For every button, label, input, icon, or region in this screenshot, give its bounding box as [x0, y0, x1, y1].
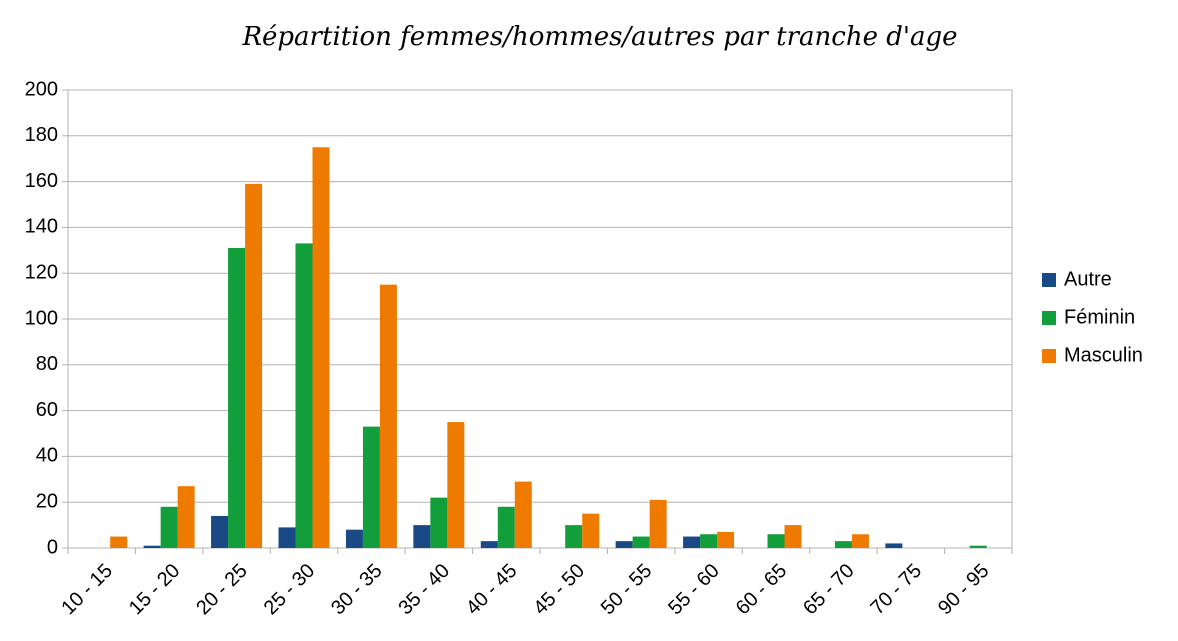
x-tick-label: 30 - 35: [327, 560, 387, 620]
bar: [480, 541, 498, 548]
bar: [767, 534, 785, 548]
x-tick-label: 20 - 25: [192, 560, 252, 620]
x-tick-label: 65 - 70: [799, 560, 859, 620]
y-tick-label: 100: [25, 307, 58, 329]
x-tick-label: 60 - 65: [732, 560, 792, 620]
bar: [649, 499, 667, 548]
y-tick-label: 160: [25, 170, 58, 192]
bar: [362, 426, 380, 548]
bar: [245, 183, 263, 548]
bar: [514, 481, 532, 548]
legend-swatch: [1042, 349, 1056, 363]
y-tick-label: 120: [25, 261, 58, 283]
bar: [497, 506, 515, 548]
x-tick-label: 25 - 30: [260, 560, 320, 620]
bar: [413, 525, 431, 548]
bar: [312, 147, 330, 548]
y-tick-label: 60: [36, 399, 58, 421]
x-tick-label: 55 - 60: [664, 560, 724, 620]
x-tick-label: 90 - 95: [934, 560, 994, 620]
bar: [228, 248, 246, 548]
bar: [565, 525, 583, 548]
y-tick-label: 40: [36, 445, 58, 467]
y-tick-label: 0: [47, 536, 58, 558]
bar: [969, 545, 987, 548]
bar: [430, 497, 448, 548]
x-tick-label: 70 - 75: [867, 560, 927, 620]
bar: [851, 534, 869, 548]
y-tick-label: 80: [36, 353, 58, 375]
x-tick-label: 45 - 50: [529, 560, 589, 620]
y-tick-label: 200: [25, 78, 58, 100]
bar: [632, 536, 650, 548]
bar: [295, 243, 313, 548]
bar: [160, 506, 178, 548]
bar: [143, 545, 161, 548]
y-tick-label: 180: [25, 124, 58, 146]
legend-label: Féminin: [1064, 306, 1135, 328]
bar: [834, 541, 852, 548]
bar: [211, 515, 229, 548]
bar: [447, 422, 465, 548]
chart-title: Répartition femmes/hommes/autres par tra…: [241, 22, 957, 52]
x-tick-label: 35 - 40: [395, 560, 455, 620]
bar: [345, 529, 363, 548]
y-tick-label: 20: [36, 490, 58, 512]
y-tick-label: 140: [25, 216, 58, 238]
legend-swatch: [1042, 273, 1056, 287]
bar: [700, 534, 718, 548]
x-tick-label: 15 - 20: [125, 560, 185, 620]
bar: [110, 536, 128, 548]
x-tick-label: 10 - 15: [57, 560, 117, 620]
bar: [615, 541, 633, 548]
legend-label: Masculin: [1064, 344, 1143, 366]
bar: [885, 543, 903, 548]
bar: [784, 525, 802, 548]
x-tick-label: 40 - 45: [462, 560, 522, 620]
bar: [379, 284, 397, 548]
bar: [683, 536, 701, 548]
bar: [582, 513, 600, 548]
bar: [278, 527, 296, 548]
bar: [717, 531, 735, 548]
legend-label: Autre: [1064, 268, 1112, 290]
bar: [177, 486, 195, 548]
legend-swatch: [1042, 311, 1056, 325]
x-tick-label: 50 - 55: [597, 560, 657, 620]
